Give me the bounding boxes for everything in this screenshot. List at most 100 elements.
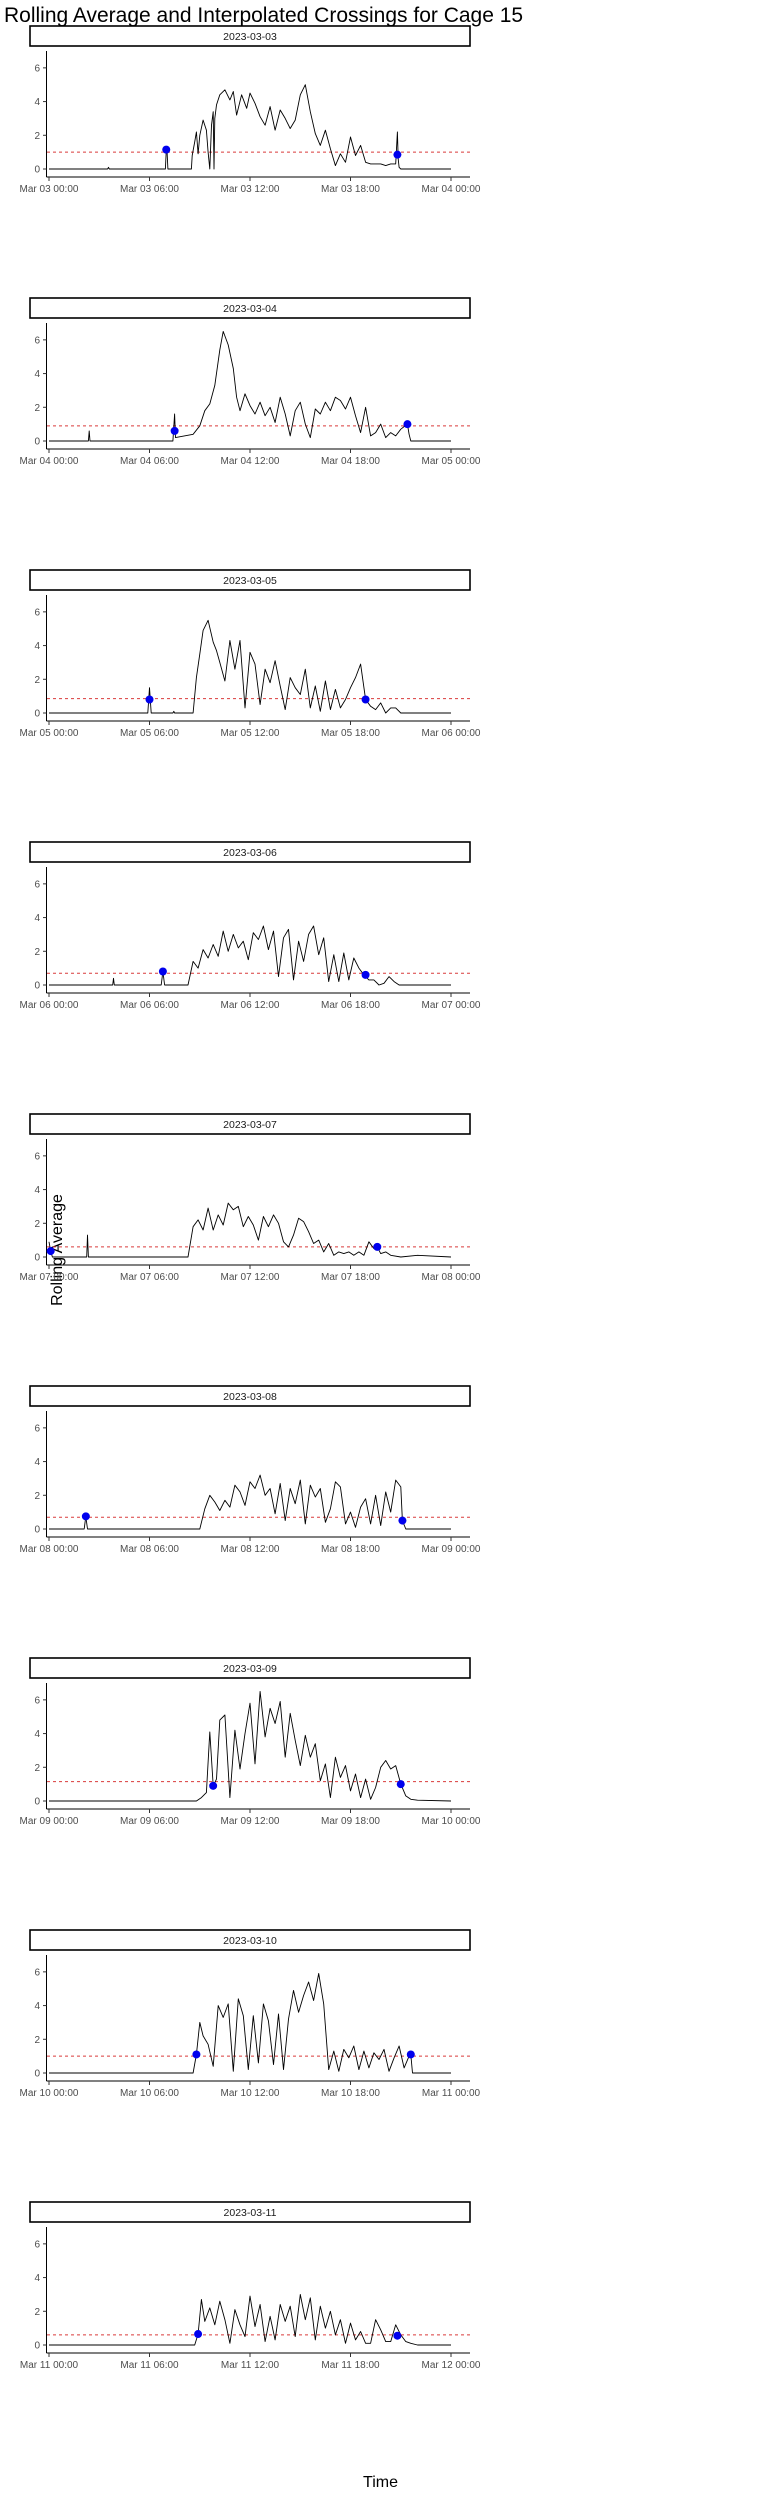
x-tick-label: Mar 05 12:00	[221, 728, 280, 739]
facet-panel: 2023-03-06 0 2 4 6 Mar 06 00:00 Mar 06 06:00 Ma…	[20, 841, 481, 1011]
y-tick-label: 4	[34, 369, 40, 380]
crossing-point	[46, 1247, 55, 1256]
facet-strip	[29, 1113, 471, 1135]
y-tick-label: 4	[34, 2001, 40, 2012]
chart-title: Rolling Average and Interpolated Crossin…	[4, 4, 524, 27]
x-tick-label: Mar 04 00:00	[422, 184, 481, 195]
crossing-point	[162, 145, 171, 154]
rolling-average-line	[49, 2293, 451, 2346]
x-tick-label: Mar 09 12:00	[221, 1816, 280, 1827]
facet-panel: 2023-03-08 0 2 4 6 Mar 08 00:00 Mar 08 06:00 Ma…	[20, 1385, 481, 1555]
x-tick-label: Mar 04 12:00	[221, 456, 280, 467]
x-tick-label: Mar 10 12:00	[221, 2088, 280, 2099]
x-tick-label: Mar 07 12:00	[221, 1272, 280, 1283]
crossing-point	[170, 426, 179, 435]
x-tick-label: Mar 08 00:00	[20, 1544, 79, 1555]
y-tick-label: 6	[34, 1967, 40, 1978]
x-tick-label: Mar 05 00:00	[20, 728, 79, 739]
y-tick-label: 4	[34, 97, 40, 108]
x-tick-label: Mar 07 00:00	[20, 1272, 79, 1283]
y-tick-label: 2	[34, 675, 40, 686]
x-tick-label: Mar 03 00:00	[20, 184, 79, 195]
rolling-average-line	[49, 925, 451, 986]
x-tick-label: Mar 07 06:00	[120, 1272, 179, 1283]
y-tick-label: 6	[34, 879, 40, 890]
facet-strip-label: 2023-03-08	[223, 1391, 277, 1403]
facet-strip	[29, 1385, 471, 1407]
x-tick-label: Mar 11 00:00	[422, 2088, 481, 2099]
x-tick-label: Mar 09 18:00	[321, 1816, 380, 1827]
x-tick-label: Mar 05 06:00	[120, 728, 179, 739]
y-tick-label: 6	[34, 63, 40, 74]
facet-panel: 2023-03-04 0 2 4 6 Mar 04 00:00 Mar 04 06:00 Ma…	[20, 297, 481, 467]
x-tick-label: Mar 06 06:00	[120, 1000, 179, 1011]
facet-strip-label: 2023-03-03	[223, 31, 277, 43]
facet-strip-label: 2023-03-09	[223, 1663, 277, 1675]
facet-strip-label: 2023-03-06	[223, 847, 277, 859]
y-tick-label: 0	[34, 165, 40, 176]
y-tick-label: 0	[34, 1253, 40, 1264]
facet-strip-label: 2023-03-11	[224, 2207, 277, 2219]
y-tick-label: 6	[34, 1423, 40, 1434]
crossing-point	[373, 1242, 382, 1251]
x-tick-label: Mar 04 00:00	[20, 456, 79, 467]
x-tick-label: Mar 05 00:00	[422, 456, 481, 467]
x-tick-label: Mar 03 18:00	[321, 184, 380, 195]
y-tick-label: 4	[34, 641, 40, 652]
x-tick-label: Mar 08 00:00	[422, 1272, 481, 1283]
x-tick-label: Mar 04 06:00	[120, 456, 179, 467]
y-tick-label: 6	[34, 1695, 40, 1706]
y-tick-label: 6	[34, 2239, 40, 2250]
x-tick-label: Mar 03 06:00	[120, 184, 179, 195]
y-tick-label: 2	[34, 2035, 40, 2046]
y-tick-label: 0	[34, 2069, 40, 2080]
rolling-average-line	[49, 330, 451, 442]
y-tick-label: 4	[34, 2273, 40, 2284]
y-tick-label: 4	[34, 1185, 40, 1196]
x-tick-label: Mar 10 00:00	[422, 1816, 481, 1827]
crossing-point	[194, 2330, 203, 2339]
x-axis-label: Time	[363, 2474, 398, 2491]
facet-panel: 2023-03-05 0 2 4 6 Mar 05 00:00 Mar 05 06:00 Ma…	[20, 569, 481, 739]
facet-strip	[29, 1929, 471, 1951]
y-tick-label: 6	[34, 607, 40, 618]
crossing-point	[158, 967, 167, 976]
y-tick-label: 0	[34, 1525, 40, 1536]
y-tick-label: 2	[34, 1763, 40, 1774]
x-tick-label: Mar 07 18:00	[321, 1272, 380, 1283]
crossing-point	[393, 150, 402, 159]
rolling-average-line	[49, 1474, 451, 1530]
crossing-point	[81, 1512, 90, 1521]
y-tick-label: 4	[34, 913, 40, 924]
rolling-average-line	[49, 84, 451, 170]
y-tick-label: 2	[34, 131, 40, 142]
x-tick-label: Mar 06 00:00	[20, 1000, 79, 1011]
facet-panel: 2023-03-10 0 2 4 6 Mar 10 00:00 Mar 10 06:00 Ma…	[20, 1929, 481, 2099]
facet-strip	[29, 841, 471, 863]
facet-strip-label: 2023-03-04	[223, 303, 277, 315]
facet-strip-label: 2023-03-05	[223, 575, 277, 587]
crossing-point	[396, 1780, 405, 1789]
facet-strip	[29, 569, 471, 591]
y-tick-label: 2	[34, 2307, 40, 2318]
x-tick-label: Mar 08 06:00	[120, 1544, 179, 1555]
x-tick-label: Mar 06 18:00	[321, 1000, 380, 1011]
x-tick-label: Mar 10 06:00	[120, 2088, 179, 2099]
y-tick-label: 6	[34, 335, 40, 346]
x-tick-label: Mar 09 00:00	[422, 1544, 481, 1555]
x-tick-label: Mar 11 18:00	[321, 2360, 380, 2371]
rolling-average-line	[48, 1202, 452, 1258]
facet-strip	[29, 1657, 471, 1679]
y-tick-label: 0	[34, 437, 40, 448]
rolling-average-line	[49, 1973, 451, 2074]
crossing-point	[393, 2331, 402, 2340]
facet-strip-label: 2023-03-10	[223, 1935, 277, 1947]
x-tick-label: Mar 07 00:00	[422, 1000, 481, 1011]
facet-panel: 2023-03-09 0 2 4 6 Mar 09 00:00 Mar 09 06:00 Ma…	[20, 1657, 481, 1827]
x-tick-label: Mar 11 00:00	[20, 2360, 79, 2371]
x-tick-label: Mar 10 00:00	[20, 2088, 79, 2099]
y-tick-label: 6	[34, 1151, 40, 1162]
rolling-average-line	[49, 619, 451, 714]
x-tick-label: Mar 08 12:00	[221, 1544, 280, 1555]
